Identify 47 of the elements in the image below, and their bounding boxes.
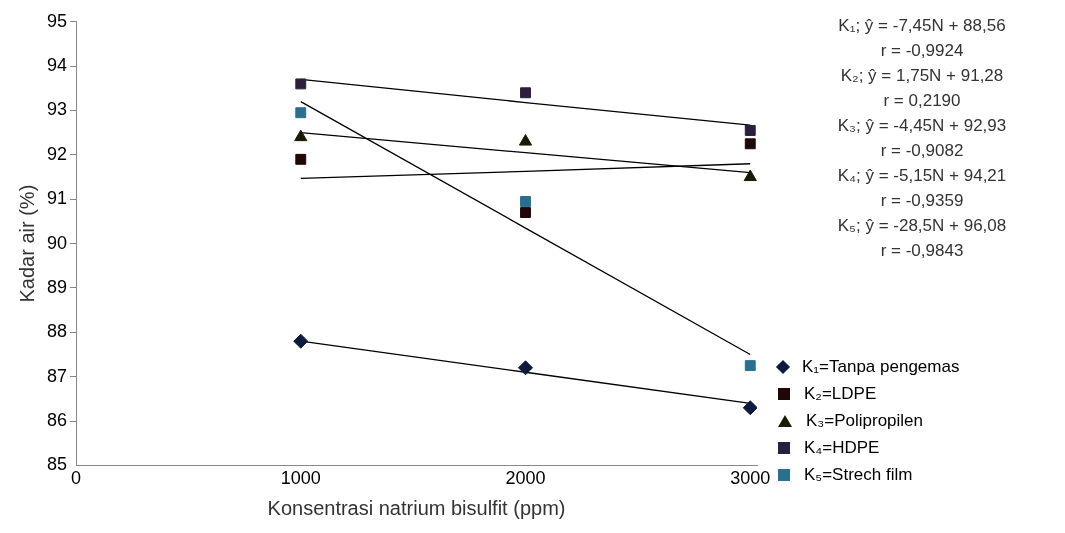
y-tick-label: 94: [46, 55, 68, 76]
point: [518, 360, 534, 376]
text: r = -0,9843: [880, 241, 964, 261]
legend-label: K₂=LDPE: [804, 383, 877, 404]
point: [295, 78, 307, 90]
text: r = -0,9359: [880, 191, 964, 211]
text: K₅; ŷ = -28,5N + 96,08: [837, 216, 1007, 236]
point: [295, 107, 307, 119]
point: [520, 87, 531, 99]
text: K₂; ŷ = 1,75N + 91,28: [840, 66, 1004, 86]
point: [744, 125, 756, 136]
x-tick-label: 3000: [730, 468, 771, 489]
y-tick-label: 85: [46, 454, 68, 475]
legend-label: K₁=Tanpa pengemas: [802, 356, 960, 377]
y-tick-label: 89: [46, 276, 68, 297]
y-tick-label: 87: [46, 365, 68, 386]
point: [293, 333, 309, 349]
x-tick-label: 1000: [280, 468, 321, 489]
point: [294, 129, 308, 142]
text: r = 0,2190: [883, 91, 961, 111]
point: [295, 153, 307, 165]
point: [742, 400, 757, 416]
y-tick-label: 86: [46, 410, 68, 431]
text: K₄; ŷ = -5,15N + 94,21: [837, 166, 1007, 186]
text: r = -0,9082: [880, 141, 964, 161]
x-tick-label: 2000: [505, 468, 546, 489]
point: [744, 138, 756, 150]
y-tick-label: 95: [46, 10, 68, 31]
y-tick-label: 90: [46, 232, 68, 253]
legend-label: K₄=HDPE: [804, 437, 880, 458]
point: [520, 207, 531, 218]
y-axis-title: Kadar air (%): [15, 184, 38, 303]
legend-label: K₅=Strech film: [804, 464, 913, 485]
y-tick-label: 93: [46, 99, 68, 120]
x-tick-label: 0: [71, 468, 82, 489]
y-tick-label: 92: [46, 143, 68, 164]
x-axis-title: Konsentrasi natrium bisulfit (ppm): [267, 496, 566, 519]
point: [744, 360, 756, 372]
text: K₃; ŷ = -4,45N + 92,93: [837, 116, 1007, 136]
point: [520, 196, 531, 207]
text: K₁; ŷ = -7,45N + 88,56: [838, 16, 1006, 36]
point: [518, 134, 533, 146]
point: [743, 169, 757, 182]
legend-label: K₃=Polipropilen: [806, 410, 924, 431]
y-tick-label: 91: [46, 188, 68, 209]
y-tick-label: 88: [46, 321, 68, 342]
text: r = -0,9924: [880, 41, 964, 61]
